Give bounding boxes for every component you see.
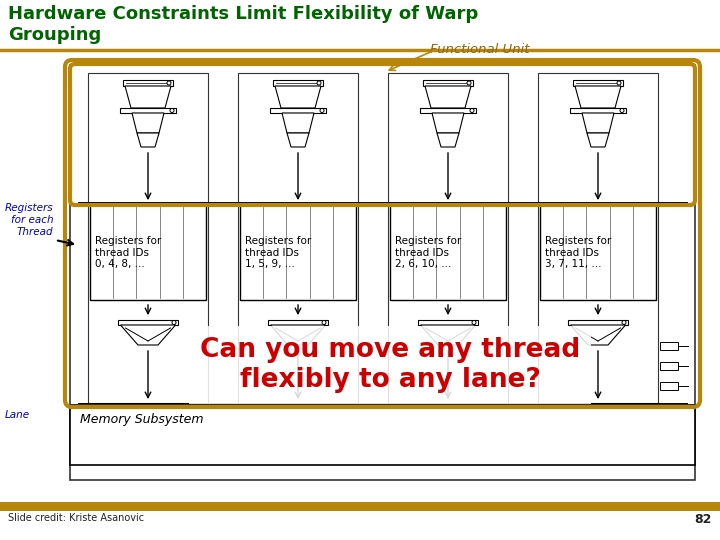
Circle shape (172, 321, 176, 325)
Polygon shape (570, 325, 626, 345)
Bar (240, 205, 356, 300)
Polygon shape (132, 113, 164, 133)
Bar (90, 205, 206, 300)
Polygon shape (120, 325, 176, 345)
Text: Hardware Constraints Limit Flexibility of Warp: Hardware Constraints Limit Flexibility o… (8, 5, 478, 23)
Bar (568, 320, 628, 325)
Bar (120, 108, 176, 113)
Bar (70, 405, 695, 465)
Bar (123, 80, 173, 86)
Circle shape (472, 321, 476, 325)
Text: Registers for
thread IDs
3, 7, 11, ...: Registers for thread IDs 3, 7, 11, ... (545, 236, 611, 269)
Circle shape (167, 81, 171, 85)
Circle shape (317, 81, 321, 85)
Bar (540, 205, 656, 300)
Circle shape (617, 81, 621, 85)
Polygon shape (425, 86, 471, 108)
Polygon shape (587, 133, 609, 147)
Text: Registers
for each
Thread: Registers for each Thread (5, 204, 53, 237)
Text: Functional Unit: Functional Unit (430, 43, 529, 56)
Circle shape (470, 109, 474, 112)
Polygon shape (575, 86, 621, 108)
Polygon shape (275, 86, 321, 108)
Circle shape (320, 109, 324, 112)
Polygon shape (137, 133, 159, 147)
Bar (660, 362, 678, 370)
Text: Memory Subsystem: Memory Subsystem (80, 413, 204, 426)
Bar (0, 502, 720, 511)
Circle shape (620, 109, 624, 112)
Circle shape (622, 321, 626, 325)
Polygon shape (287, 133, 309, 147)
Text: Registers for
thread IDs
0, 4, 8, ...: Registers for thread IDs 0, 4, 8, ... (95, 236, 161, 269)
Text: 82: 82 (695, 513, 712, 526)
Text: Registers for
thread IDs
1, 5, 9, ...: Registers for thread IDs 1, 5, 9, ... (245, 236, 311, 269)
Polygon shape (125, 86, 171, 108)
Bar (423, 80, 473, 86)
Bar (270, 108, 326, 113)
Bar (268, 320, 328, 325)
Text: Slide credit: Kriste Asanovic: Slide credit: Kriste Asanovic (8, 513, 144, 523)
Bar (70, 65, 695, 480)
Bar (88, 73, 208, 403)
Polygon shape (271, 325, 325, 345)
Bar (660, 342, 678, 350)
Bar (273, 80, 323, 86)
Bar (118, 320, 178, 325)
Bar (573, 80, 623, 86)
Polygon shape (582, 113, 614, 133)
Bar (418, 320, 478, 325)
Bar (420, 108, 476, 113)
Text: Lane: Lane (5, 410, 30, 420)
Bar (660, 382, 678, 390)
Text: Can you move any thread
flexibly to any lane?: Can you move any thread flexibly to any … (200, 337, 580, 393)
Circle shape (467, 81, 471, 85)
Polygon shape (282, 113, 314, 133)
Polygon shape (432, 113, 464, 133)
Circle shape (170, 109, 174, 112)
Bar (238, 73, 358, 403)
Polygon shape (420, 325, 475, 345)
Bar (570, 108, 626, 113)
Polygon shape (437, 133, 459, 147)
Text: Registers for
thread IDs
2, 6, 10, ...: Registers for thread IDs 2, 6, 10, ... (395, 236, 462, 269)
Text: Grouping: Grouping (8, 26, 102, 44)
Circle shape (322, 321, 326, 325)
Bar (538, 73, 658, 403)
Bar (390, 205, 506, 300)
Bar (388, 73, 508, 403)
